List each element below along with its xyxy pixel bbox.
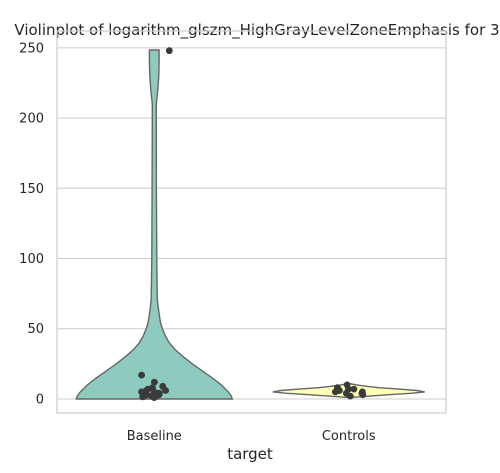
data-point [152,391,160,399]
x-axis-label: target [227,445,273,463]
plot-frame [56,30,447,414]
x-tick-label: Controls [322,429,376,444]
data-point [165,47,173,55]
data-point [346,392,354,400]
y-tick-label: 0 [36,392,44,407]
y-tick-labels: 0 50 100 150 200 250 [19,41,44,407]
y-tick-label: 200 [19,112,44,127]
y-tick-label: 150 [19,182,44,197]
data-point [336,387,343,394]
data-point [142,387,150,394]
data-point [140,392,148,400]
x-tick-labels: Baseline Controls [127,429,376,444]
point-layer [138,47,367,401]
data-point [350,385,358,393]
data-point [138,371,146,379]
data-point [151,378,158,386]
x-tick-label: Baseline [127,429,182,444]
y-tick-label: 50 [27,322,44,337]
data-point [159,382,167,390]
violin-baseline [75,49,234,400]
grid-layer [57,47,446,400]
y-tick-label: 100 [19,252,44,267]
data-point [343,381,351,389]
violin-layer [75,49,425,400]
data-point [359,388,366,396]
y-tick-label: 250 [19,41,44,56]
